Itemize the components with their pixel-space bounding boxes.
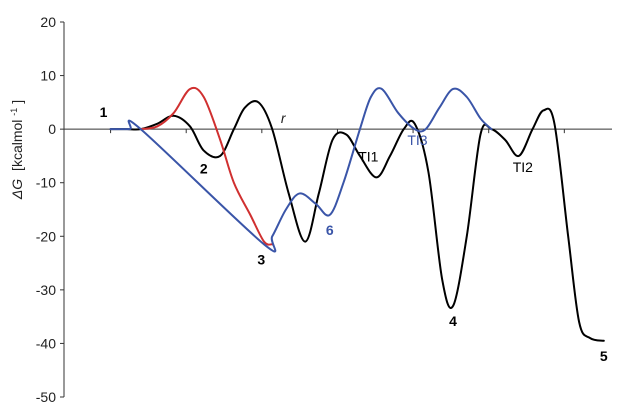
- series-line-black: [109, 100, 605, 342]
- y-axis-title-exponent: -1: [9, 108, 19, 116]
- point-label: 1: [100, 104, 108, 120]
- y-tick-label: 20: [40, 14, 56, 30]
- x-axis-title: r: [281, 110, 287, 126]
- point-label: 6: [326, 222, 334, 238]
- series-line-blue: [109, 87, 493, 253]
- y-axis: 20 10 0 -10 -20 -30 -40 -50: [36, 14, 65, 404]
- labels-layer: 1 2 3 4 5 6 TI1 TI2 TI3: [100, 104, 608, 364]
- y-axis-title: ΔG [kcalmol -1 ]: [4, 100, 25, 200]
- point-label: TI2: [513, 159, 533, 175]
- y-tick-label: -40: [36, 335, 56, 351]
- y-tick-label: -30: [36, 282, 56, 298]
- y-axis-title-unit: [kcalmol: [9, 120, 25, 171]
- y-axis-title-close: ]: [9, 100, 25, 104]
- y-tick-label: 0: [48, 121, 56, 137]
- series-layer: [109, 86, 605, 342]
- y-axis-title-symbol: ΔG: [9, 179, 25, 200]
- point-label: 5: [600, 348, 608, 364]
- point-label: 3: [257, 251, 265, 267]
- point-label: 2: [200, 160, 208, 176]
- y-tick-label: -10: [36, 175, 56, 191]
- y-tick-label: 10: [40, 68, 56, 84]
- series-line-red: [139, 86, 274, 246]
- point-label: 4: [449, 313, 457, 329]
- y-tick-label: -50: [36, 389, 56, 404]
- point-label: TI3: [407, 132, 427, 148]
- point-label: TI1: [358, 148, 378, 164]
- y-tick-label: -20: [36, 228, 56, 244]
